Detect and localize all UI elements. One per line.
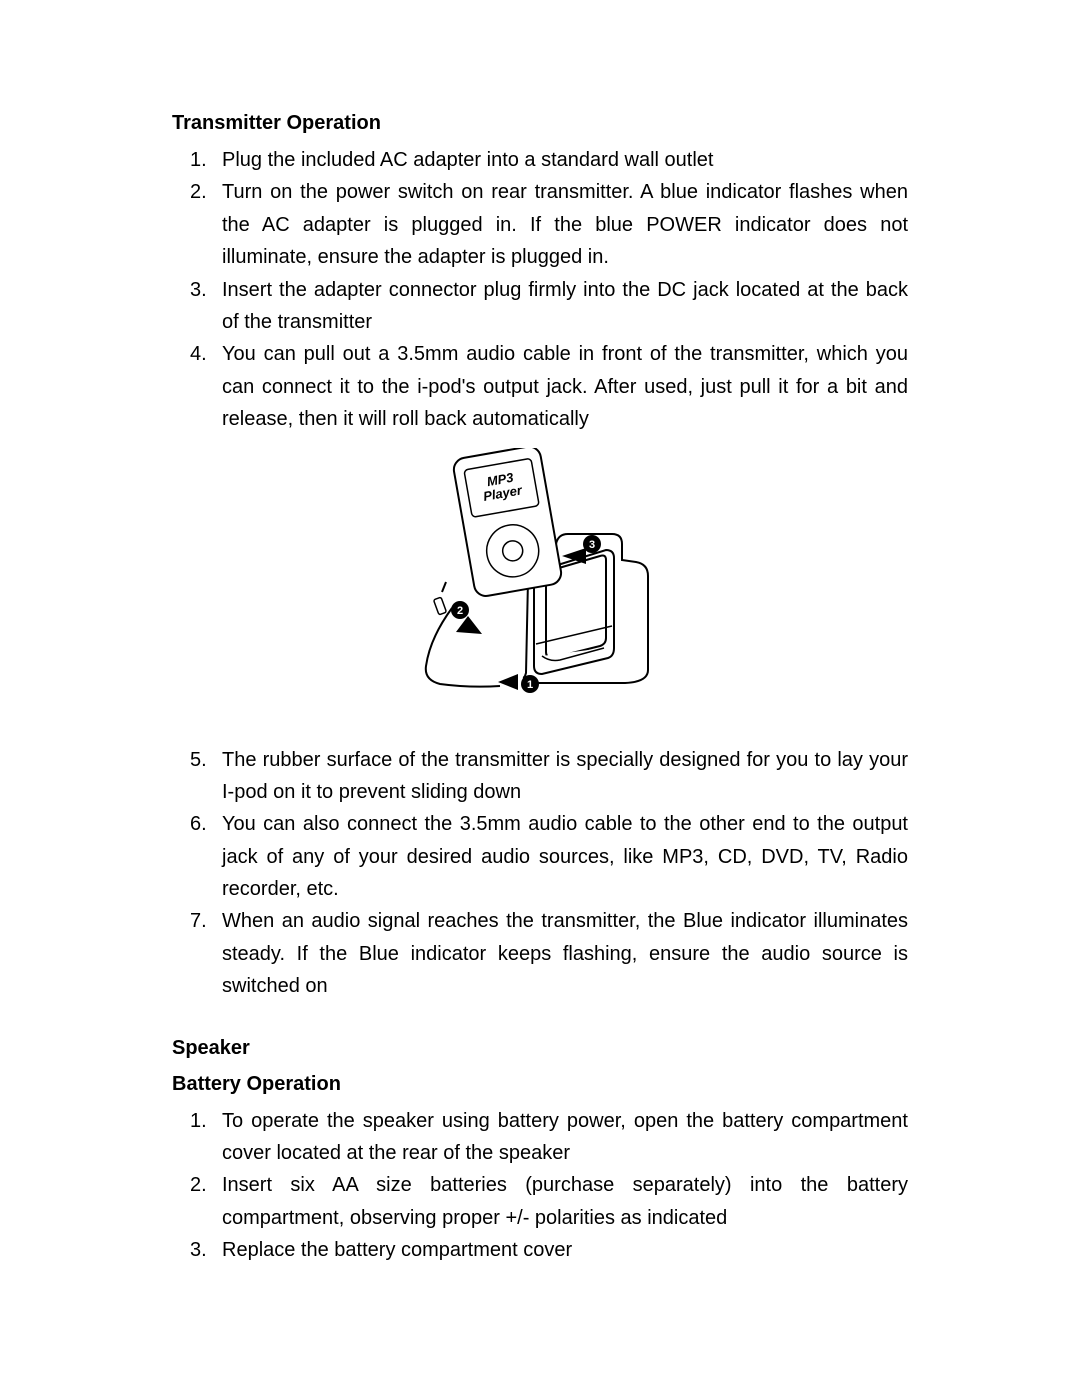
section2-title2: Battery Operation <box>172 1069 908 1099</box>
list-item: You can pull out a 3.5mm audio cable in … <box>222 338 908 435</box>
list-item: Insert six AA size batteries (purchase s… <box>222 1169 908 1234</box>
list-item: When an audio signal reaches the transmi… <box>222 905 908 1002</box>
section2-title1: Speaker <box>172 1033 908 1063</box>
marker-1: 1 <box>527 679 533 691</box>
section1-title: Transmitter Operation <box>172 108 908 138</box>
list-item: The rubber surface of the transmitter is… <box>222 744 908 809</box>
figure-container: MP3 Player 1 2 3 <box>172 448 908 708</box>
battery-steps-list: To operate the speaker using battery pow… <box>172 1105 908 1267</box>
list-item: You can also connect the 3.5mm audio cab… <box>222 808 908 905</box>
transmitter-steps-list-a: Plug the included AC adapter into a stan… <box>172 144 908 436</box>
list-item: Replace the battery compartment cover <box>222 1234 908 1266</box>
list-item: To operate the speaker using battery pow… <box>222 1105 908 1170</box>
list-item: Plug the included AC adapter into a stan… <box>222 144 908 176</box>
marker-2: 2 <box>457 605 463 617</box>
transmitter-diagram-icon: MP3 Player 1 2 3 <box>390 448 690 708</box>
marker-3: 3 <box>589 539 595 551</box>
list-item: Turn on the power switch on rear transmi… <box>222 176 908 273</box>
transmitter-steps-list-b: The rubber surface of the transmitter is… <box>172 744 908 1003</box>
list-item: Insert the adapter connector plug firmly… <box>222 274 908 339</box>
